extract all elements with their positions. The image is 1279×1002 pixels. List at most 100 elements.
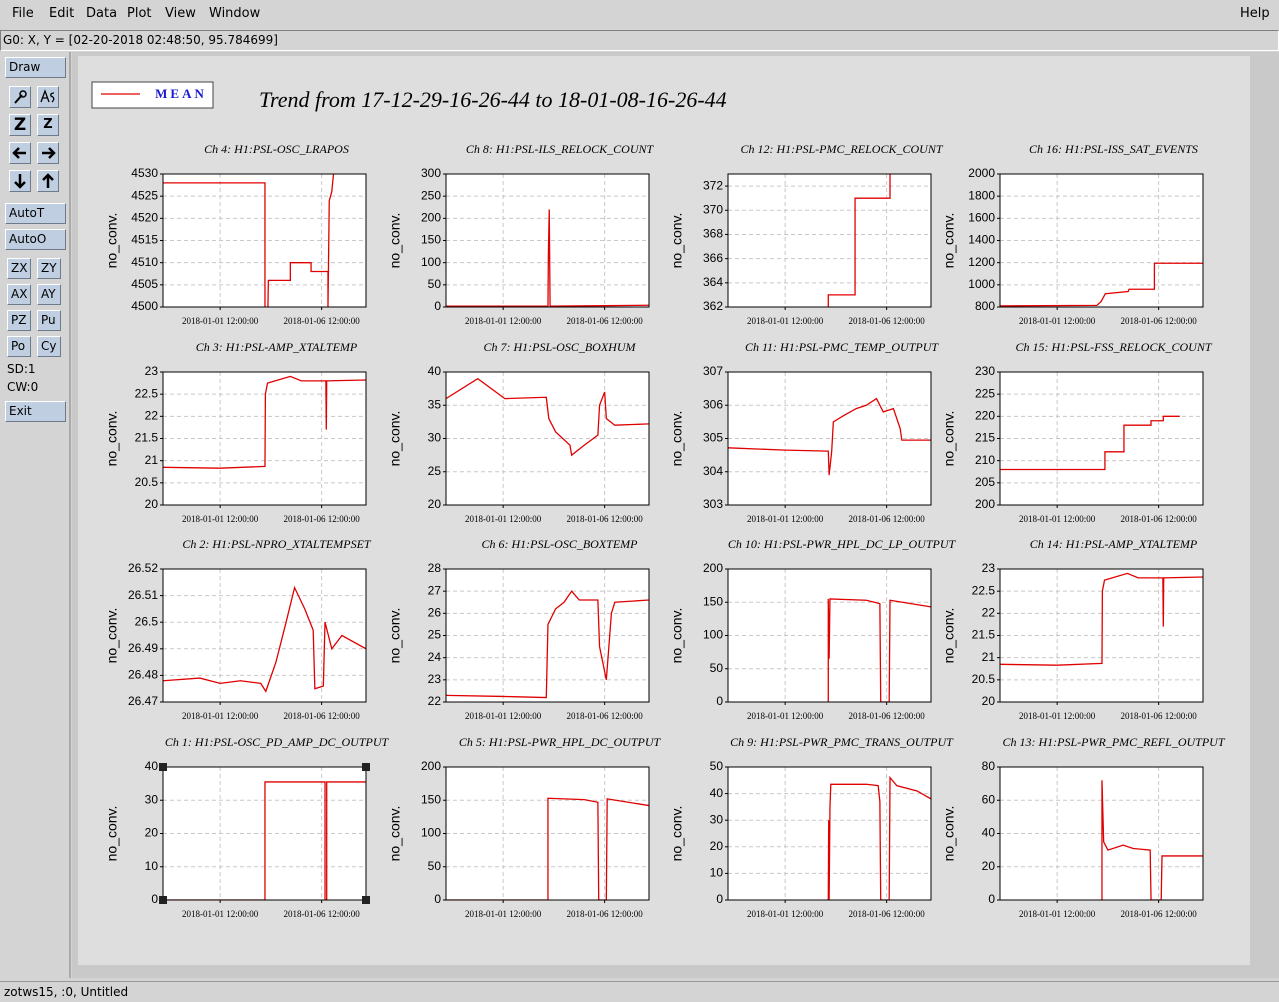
right-button[interactable] <box>37 142 59 164</box>
plot-background <box>163 569 366 702</box>
menu-item[interactable]: Edit <box>49 6 75 21</box>
icon <box>42 147 56 159</box>
y-tick-label: 2000 <box>968 166 995 180</box>
y-tick-label: 200 <box>421 759 441 773</box>
autoo-button[interactable]: AutoO <box>5 229 66 250</box>
status-bar: zotws15, :0, Untitled <box>0 981 1279 1002</box>
x-tick-label: 2018-01-06 12:00:00 <box>1121 909 1198 919</box>
x-tick-label: 2018-01-01 12:00:00 <box>465 514 542 524</box>
menu-item[interactable]: View <box>165 6 196 21</box>
chart-title: Ch 4: H1:PSL-OSC_LRAPOS <box>204 142 349 156</box>
chart: Ch 14: H1:PSL-AMP_XTALTEMP no_conv. 20 20.5… <box>941 537 1204 721</box>
chart-title: Ch 8: H1:PSL-ILS_RELOCK_COUNT <box>466 142 655 156</box>
up-button[interactable] <box>37 170 59 192</box>
y-tick-label: 366 <box>703 251 723 265</box>
x-tick-label: 2018-01-01 12:00:00 <box>182 514 259 524</box>
selection-handle <box>159 763 167 771</box>
exit-button[interactable]: Exit <box>5 401 66 422</box>
menu-item[interactable]: Data <box>86 6 118 21</box>
legend-label: MEAN <box>155 86 207 101</box>
chart-title: Ch 7: H1:PSL-OSC_BOXHUM <box>484 340 637 354</box>
x-tick-label: 2018-01-06 12:00:00 <box>284 711 361 721</box>
pick-button[interactable] <box>9 86 31 108</box>
x-tick-label: 2018-01-01 12:00:00 <box>182 316 259 326</box>
tool-button[interactable]: AX <box>7 284 31 305</box>
tool-button[interactable]: ZY <box>37 258 61 279</box>
y-tick-label: 4510 <box>131 255 158 269</box>
y-tick-label: 27 <box>428 583 442 597</box>
y-tick-label: 30 <box>428 431 442 445</box>
y-tick-label: 362 <box>703 299 723 313</box>
y-tick-label: 40 <box>710 786 724 800</box>
y-tick-label: 20 <box>428 497 442 511</box>
data-line <box>163 174 335 307</box>
chart-title: Ch 13: H1:PSL-PWR_PMC_REFL_OUTPUT <box>1003 735 1226 749</box>
autot-button[interactable]: AutoT <box>5 203 66 224</box>
plot-frame <box>162 371 367 506</box>
y-tick-label: 372 <box>703 178 723 192</box>
y-tick-label: 0 <box>434 892 441 906</box>
y-tick-label: 26.48 <box>128 668 158 682</box>
plot-group: MEAN Trend from 17-12-29-16-26-44 to 18-… <box>91 81 1226 919</box>
y-tick-label: 150 <box>703 594 723 608</box>
down-button[interactable] <box>9 170 31 192</box>
data-line <box>446 797 649 900</box>
x-tick-label: 2018-01-06 12:00:00 <box>567 514 644 524</box>
tool-button[interactable]: Cy <box>37 336 61 357</box>
draw-button[interactable]: Draw <box>5 57 66 78</box>
tool-button[interactable]: Pu <box>37 310 61 331</box>
y-tick-label: 364 <box>703 275 723 289</box>
plot-frame <box>999 173 1204 308</box>
zoom-button[interactable]: Z <box>37 114 59 136</box>
y-tick-label: 50 <box>428 277 442 291</box>
icon <box>12 147 26 159</box>
tool-button[interactable]: Po <box>7 336 31 357</box>
x-tick-label: 2018-01-06 12:00:00 <box>567 909 644 919</box>
data-line <box>1000 415 1180 471</box>
chart: Ch 4: H1:PSL-OSC_LRAPOS no_conv. 4500 4505 4… <box>104 142 367 326</box>
y-tick-label: 1200 <box>968 255 995 269</box>
menu-item[interactable]: Plot <box>127 6 152 21</box>
text-button[interactable] <box>37 86 59 108</box>
plot-frame <box>445 371 650 506</box>
left-button[interactable] <box>9 142 31 164</box>
zoom-button[interactable]: Z <box>9 114 31 136</box>
x-tick-label: 2018-01-01 12:00:00 <box>747 909 824 919</box>
x-tick-label: 2018-01-06 12:00:00 <box>1121 711 1198 721</box>
tool-button[interactable]: AY <box>37 284 61 305</box>
plot-frame <box>999 766 1204 901</box>
menu-item[interactable]: Help <box>1240 6 1270 21</box>
y-tick-label: 220 <box>975 409 995 423</box>
y-tick-label: 50 <box>710 759 724 773</box>
y-tick-label: 24 <box>428 650 442 664</box>
y-tick-label: 26.51 <box>128 588 158 602</box>
chart-title: Ch 12: H1:PSL-PMC_RELOCK_COUNT <box>740 142 943 156</box>
x-tick-label: 2018-01-01 12:00:00 <box>1019 514 1096 524</box>
chart-title: Ch 3: H1:PSL-AMP_XTALTEMP <box>196 340 358 354</box>
icon <box>14 174 26 189</box>
data-line <box>163 781 366 900</box>
chart: Ch 11: H1:PSL-PMC_TEMP_OUTPUT no_conv. 303… <box>669 340 940 524</box>
menu-bar: File Edit Data Plot View Window Help <box>0 0 1279 28</box>
y-tick-label: 1000 <box>968 277 995 291</box>
icon <box>14 90 27 104</box>
plot-frame <box>162 568 367 703</box>
y-axis-label: no_conv. <box>104 806 120 862</box>
y-tick-label: 1800 <box>968 188 995 202</box>
x-tick-label: 2018-01-01 12:00:00 <box>182 909 259 919</box>
menu-item[interactable]: Window <box>209 6 261 21</box>
chart-title: Ch 14: H1:PSL-AMP_XTALTEMP <box>1030 537 1198 551</box>
menu-item[interactable]: File <box>12 6 34 21</box>
y-tick-label: 22 <box>145 409 159 423</box>
y-tick-label: 305 <box>703 431 723 445</box>
y-tick-label: 215 <box>975 431 995 445</box>
y-tick-label: 23 <box>145 364 159 378</box>
y-tick-label: 200 <box>975 497 995 511</box>
plot-frame <box>445 173 650 308</box>
x-tick-label: 2018-01-06 12:00:00 <box>849 711 926 721</box>
y-tick-label: 304 <box>703 464 723 478</box>
x-tick-label: 2018-01-06 12:00:00 <box>849 909 926 919</box>
tool-button[interactable]: ZX <box>7 258 31 279</box>
tool-button[interactable]: PZ <box>7 310 31 331</box>
